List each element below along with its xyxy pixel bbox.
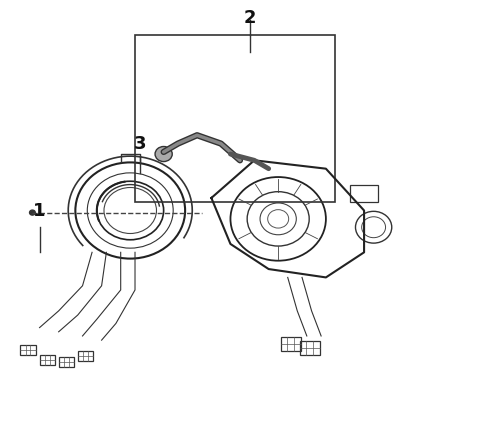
Bar — [300, 341, 320, 355]
Bar — [59, 357, 74, 368]
Circle shape — [30, 210, 35, 215]
Circle shape — [155, 147, 172, 162]
Bar — [281, 337, 300, 351]
Bar — [350, 185, 378, 202]
Bar — [21, 345, 36, 355]
Bar — [135, 35, 336, 202]
Text: 2: 2 — [243, 9, 256, 27]
Bar — [39, 355, 55, 365]
Text: 3: 3 — [133, 135, 146, 152]
Text: 1: 1 — [33, 202, 46, 219]
Bar — [78, 351, 93, 361]
